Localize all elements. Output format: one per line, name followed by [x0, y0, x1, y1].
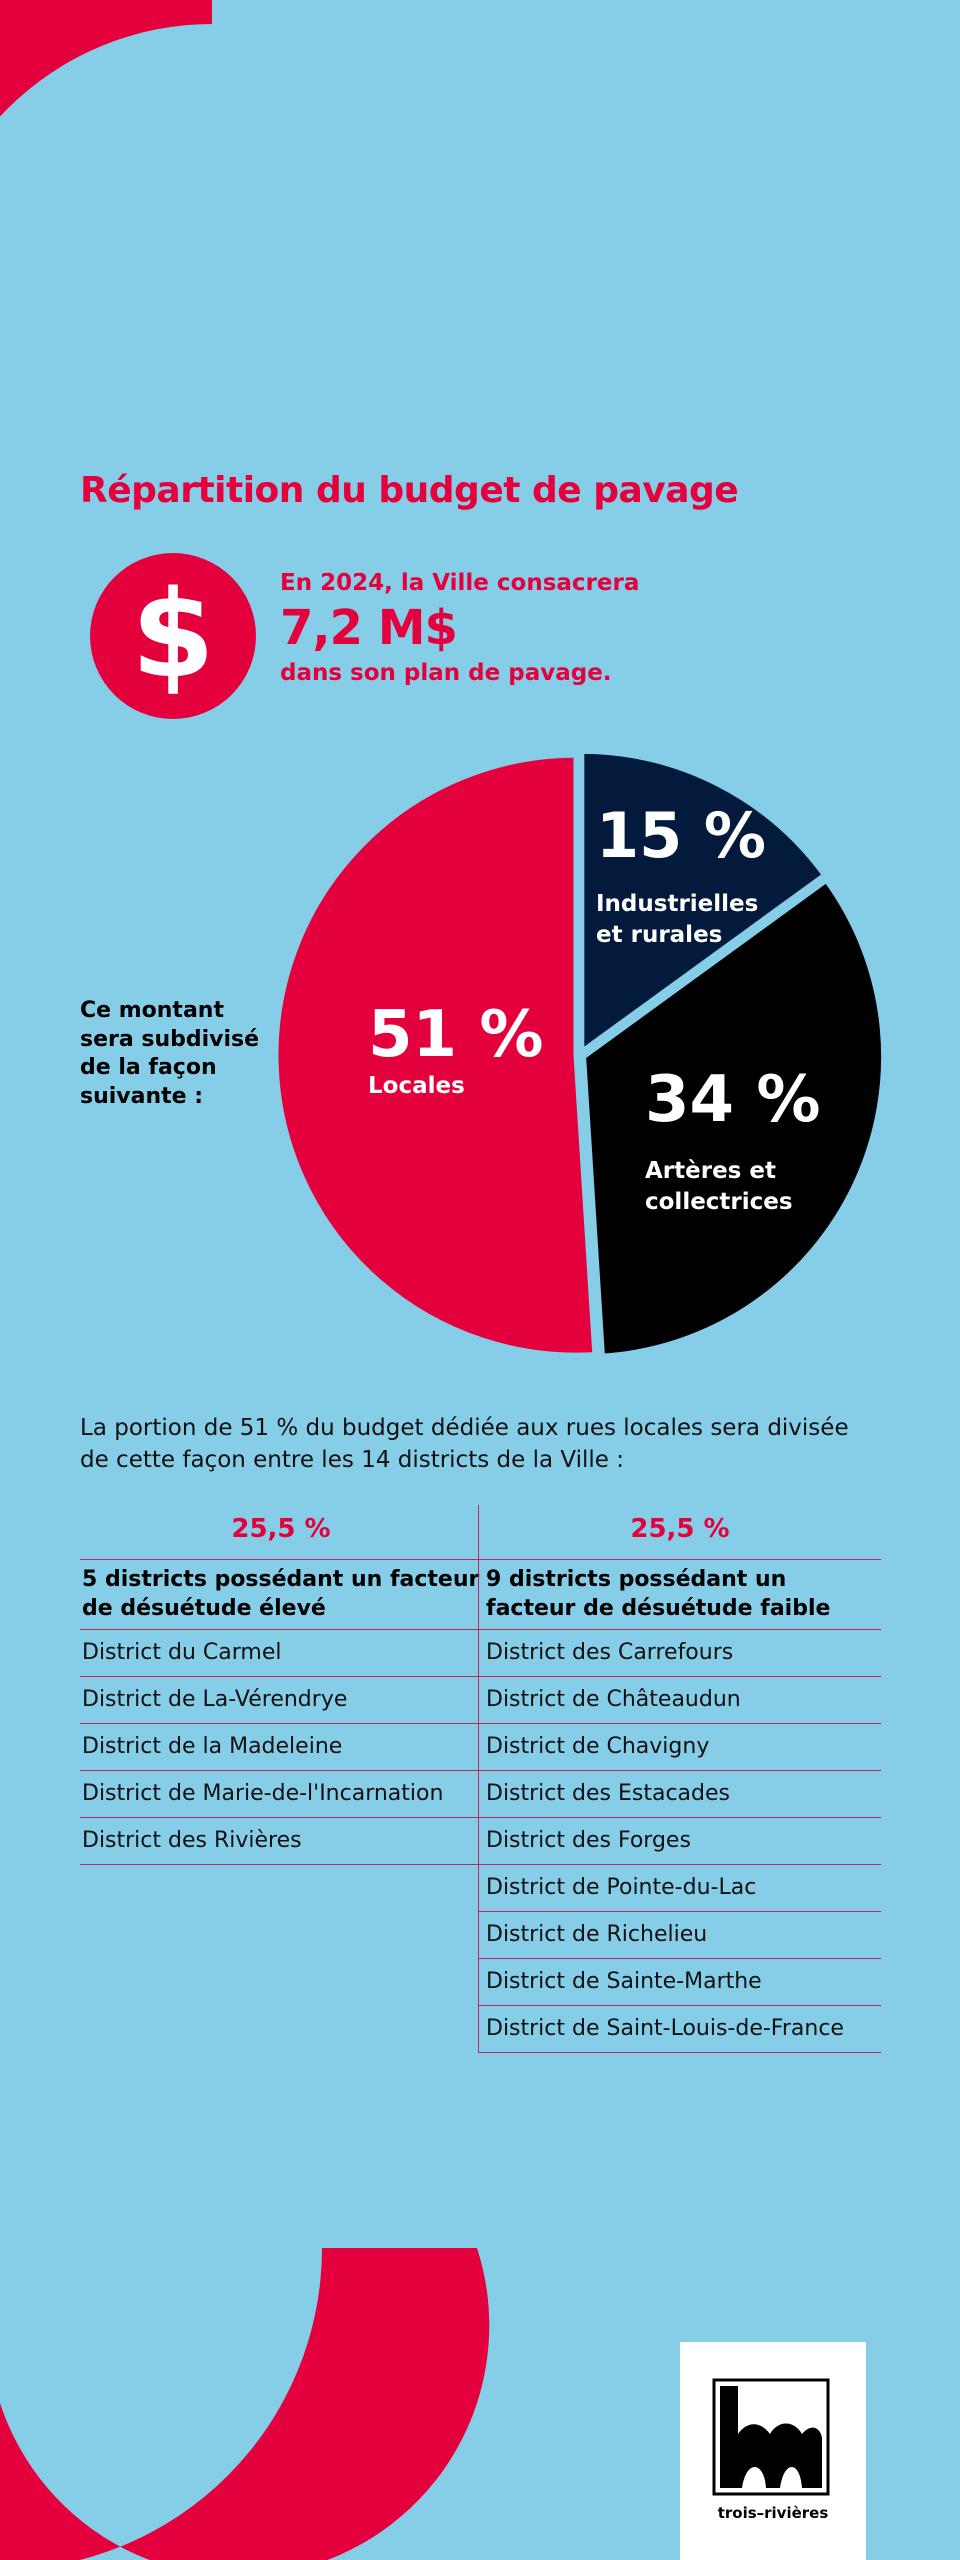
- slice-name-line: Locales: [368, 1073, 465, 1099]
- slice-name-line: et rurales: [596, 922, 723, 949]
- column-percent: 25,5 %: [80, 1505, 482, 1560]
- district-row: District de Chavigny: [479, 1724, 881, 1771]
- slice-label-industrial: 15 % Industrielles et rurales: [596, 805, 766, 951]
- decorative-arc-top-shape: [0, 0, 212, 117]
- slice-name-industrial: Industrielles et rurales: [596, 889, 766, 951]
- decorative-arc-top: [0, 0, 212, 117]
- district-row: District des Estacades: [479, 1771, 881, 1818]
- intro-line-2: dans son plan de pavage.: [280, 660, 612, 686]
- lead-text-line: Ce montant: [80, 998, 224, 1023]
- budget-amount: 7,2 M$: [280, 600, 458, 656]
- lead-text-line: suivante :: [80, 1083, 204, 1109]
- pie-slice-industrial: [579, 748, 828, 1054]
- intro-line-1: En 2024, la Ville consacrera: [280, 570, 640, 596]
- column-percent: 25,5 %: [479, 1505, 881, 1560]
- district-row: District de Saint-Louis-de-France: [479, 2006, 881, 2053]
- slice-name-local: Locales: [368, 1071, 543, 1102]
- pie-slice-arterial: [581, 877, 887, 1359]
- decorative-arc-bottom-shape: [0, 2248, 490, 2560]
- slice-name-arterial: Artères et collectrices: [645, 1156, 820, 1218]
- slice-percent-industrial: 15 %: [596, 799, 766, 872]
- city-logo: trois–rivières: [680, 2342, 866, 2560]
- city-logo-text: trois–rivières: [717, 2504, 829, 2522]
- slice-name-line: collectrices: [645, 1189, 793, 1216]
- district-row: District de Châteaudun: [479, 1677, 881, 1724]
- district-row: District des Carrefours: [479, 1630, 881, 1677]
- slice-name-line: Artères et: [645, 1158, 776, 1184]
- budget-pie-chart: [273, 748, 887, 1359]
- district-row: District des Forges: [479, 1818, 881, 1865]
- district-row: District des Rivières: [80, 1818, 482, 1865]
- column-header: 5 districts possédant un facteur de désu…: [80, 1560, 482, 1630]
- slice-label-arterial: 34 % Artères et collectrices: [645, 1068, 820, 1218]
- slice-percent-local: 51 %: [368, 998, 544, 1072]
- lead-text-line: sera subdivisé: [80, 1026, 260, 1052]
- pie-slice-local: [273, 752, 598, 1358]
- slice-name-line: Industrielles: [596, 891, 759, 917]
- districts-column-high: 25,5 % 5 districts possédant un facteur …: [80, 1505, 482, 1865]
- district-row: District du Carmel: [80, 1630, 482, 1677]
- dollar-sign-icon: $: [90, 553, 256, 719]
- district-row: District de la Madeleine: [80, 1724, 482, 1771]
- column-header: 9 districts possédant un facteur de désu…: [479, 1560, 881, 1630]
- district-row: District de Sainte-Marthe: [479, 1959, 881, 2006]
- city-logo-icon: [712, 2378, 830, 2496]
- district-row: District de Marie-de-l'Incarnation: [80, 1771, 482, 1818]
- page-title: Répartition du budget de pavage: [80, 470, 739, 511]
- district-row: District de Richelieu: [479, 1912, 881, 1959]
- lead-text-line: de la façon: [80, 1055, 217, 1081]
- district-row: District de La-Vérendrye: [80, 1677, 482, 1724]
- districts-intro-paragraph: La portion de 51 % du budget dédiée aux …: [80, 1415, 849, 1473]
- district-row: District de Pointe-du-Lac: [479, 1865, 881, 1912]
- slice-label-local: 51 % Locales: [368, 1003, 543, 1102]
- slice-percent-arterial: 34 %: [645, 1063, 821, 1137]
- districts-column-low: 25,5 % 9 districts possédant un facteur …: [478, 1505, 881, 2053]
- lead-text: Ce montant sera subdivisé de la façon su…: [80, 997, 300, 1111]
